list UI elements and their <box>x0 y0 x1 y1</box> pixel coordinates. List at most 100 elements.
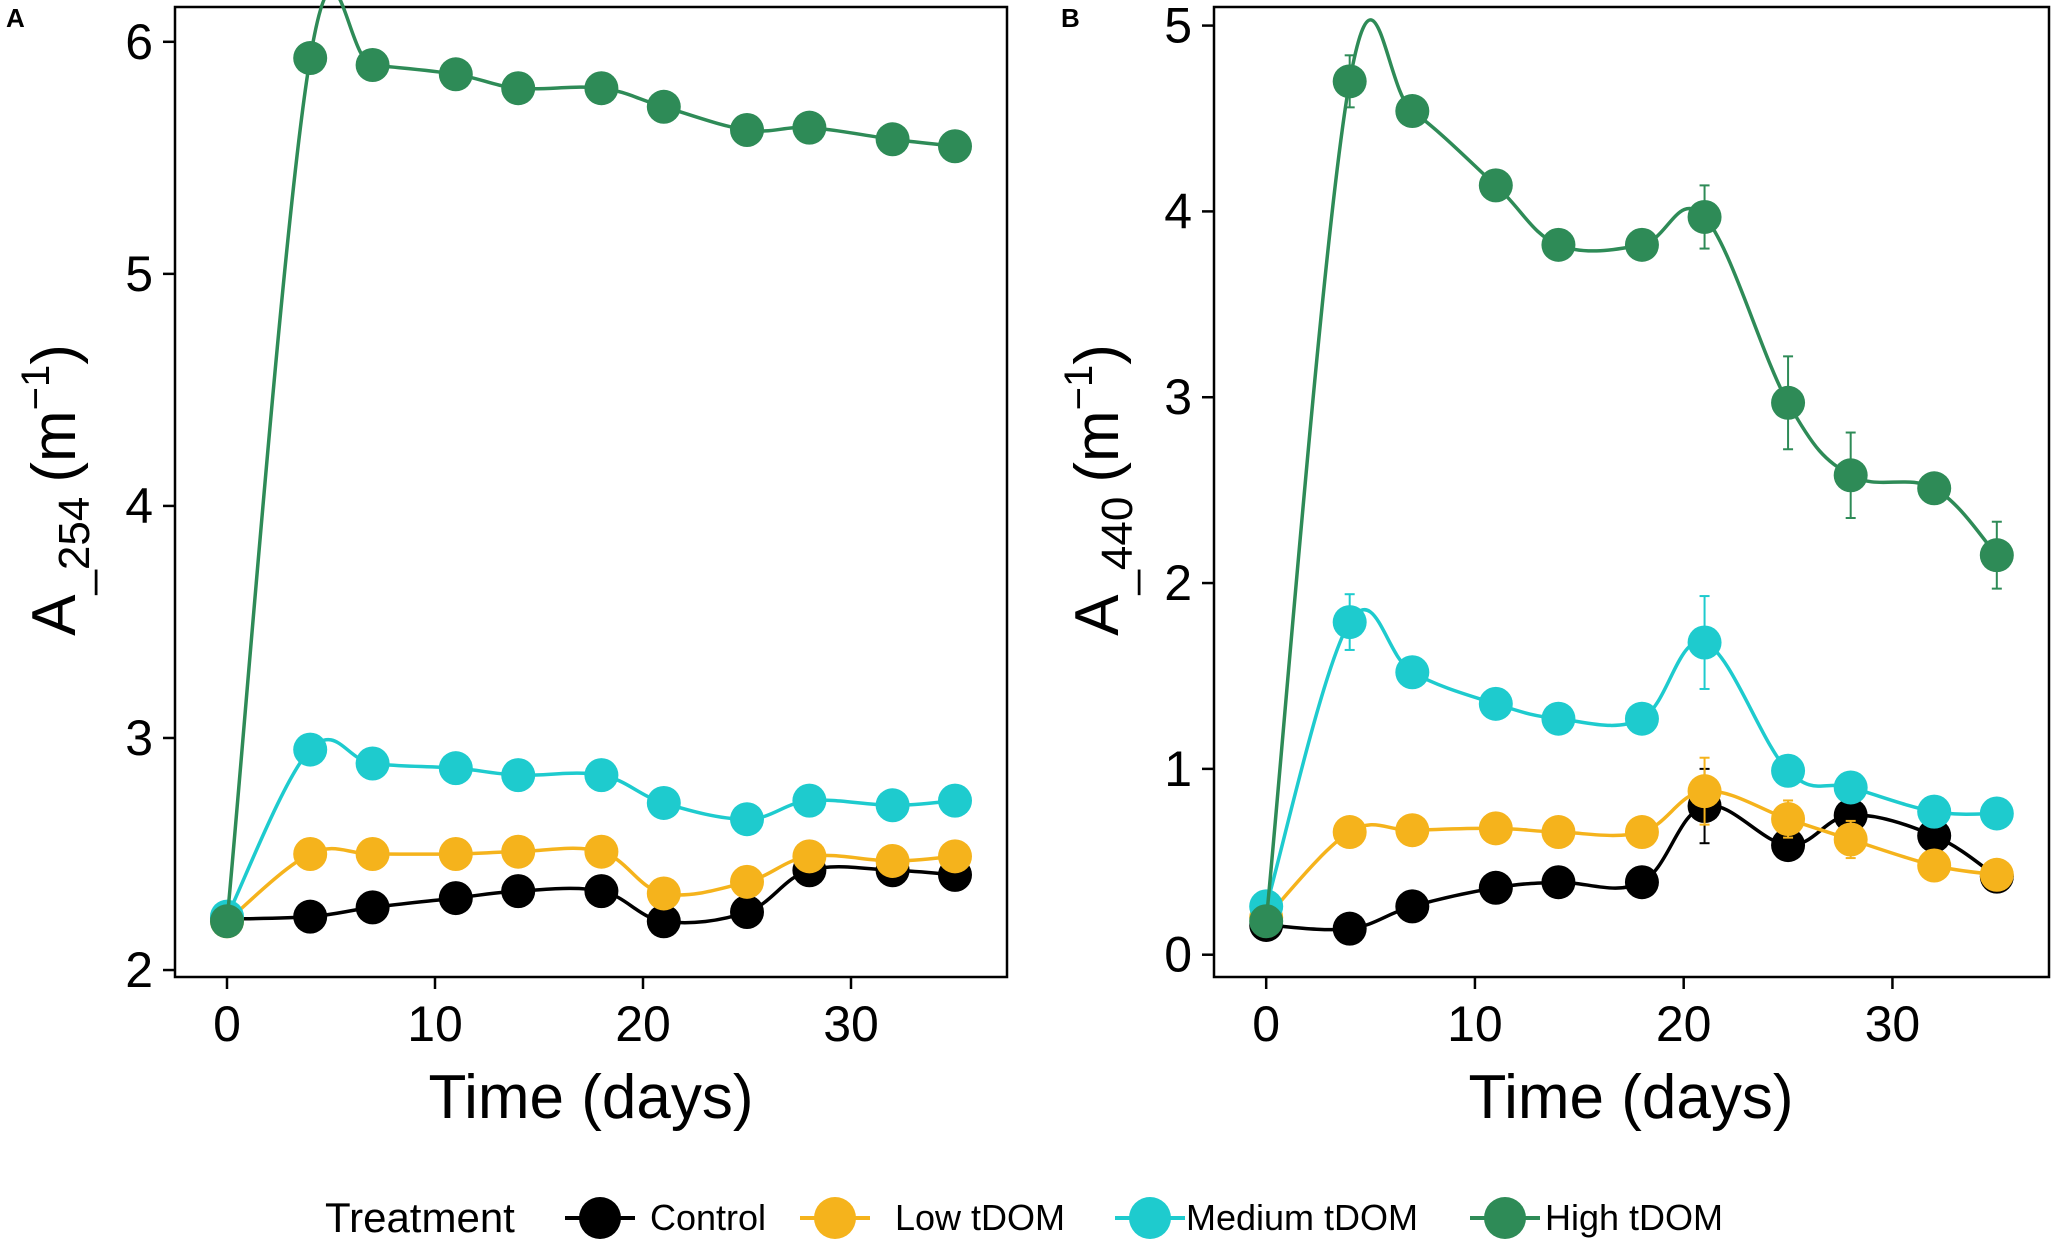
panel-b-series-medium-tdom <box>1249 593 2014 924</box>
panel-b-y-tick-label-0: 0 <box>1164 927 1192 983</box>
panel-b-point-medium-tdom <box>1395 655 1430 690</box>
panel-a-y-tick-label-2: 2 <box>125 942 153 998</box>
panel-b-axes: 0 1 2 3 4 5 0 10 20 30 <box>1164 0 1920 1052</box>
panel-a-y-title-sub: _254 <box>50 497 99 596</box>
legend-label-low-tdom: Low tDOM <box>895 1197 1065 1238</box>
panel-a-series-high-tdom <box>210 0 972 939</box>
panel-b-point-high-tdom <box>1979 538 2014 573</box>
legend-item-medium-tdom: Medium tDOM <box>1115 1197 1418 1239</box>
panel-b-point-control <box>1771 828 1806 863</box>
panel-b-y-tick-label-5: 5 <box>1164 0 1192 54</box>
panel-b-point-low-tdom <box>1332 815 1367 850</box>
panel-a-point-low-tdom <box>875 843 910 878</box>
panel-b-y-title-main: A <box>1063 594 1132 636</box>
panel-a-x-tick-label-0: 0 <box>213 996 241 1052</box>
panel-b-point-medium-tdom <box>1833 770 1868 805</box>
panel-a-y-axis-title: A_254 (m−1) <box>14 344 99 636</box>
panel-a-point-high-tdom <box>293 41 328 76</box>
panel-a-y-tick-label-6: 6 <box>125 14 153 70</box>
legend-key-marker-medium-tdom <box>1129 1197 1171 1239</box>
panel-b-point-control <box>1395 889 1430 924</box>
panel-a-point-high-tdom <box>501 71 536 106</box>
panel-b-letter: B <box>1061 3 1080 33</box>
panel-a-point-low-tdom <box>646 876 681 911</box>
panel-a-y-tick-label-5: 5 <box>125 246 153 302</box>
panel-b-y-title-unit: (m <box>1063 410 1132 482</box>
panel-a-point-high-tdom <box>730 112 764 147</box>
panel-b-y-tick-label-2: 2 <box>1164 555 1192 611</box>
panel-b-x-tick-label-10: 10 <box>1447 996 1503 1052</box>
panel-b-point-control <box>1541 865 1576 900</box>
legend-key-marker-low-tdom <box>814 1197 856 1239</box>
panel-b-point-control <box>1478 870 1513 905</box>
panel-b-y-tick-label-1: 1 <box>1164 741 1192 797</box>
panel-b-point-medium-tdom <box>1917 794 1952 829</box>
panel-b-point-high-tdom <box>1917 471 1952 506</box>
panel-a-point-medium-tdom <box>730 802 764 837</box>
panel-a-point-medium-tdom <box>792 783 827 818</box>
panel-a-point-low-tdom <box>501 834 536 869</box>
panel-a-plot-area <box>173 5 1009 979</box>
panel-a-y-title-unit: (m <box>20 410 89 482</box>
panel-a-y-title-sup: −1 <box>14 365 58 411</box>
panel-a-y-tick-label-3: 3 <box>125 710 153 766</box>
panel-b-point-control <box>1917 818 1952 853</box>
legend-item-control: Control <box>565 1197 766 1239</box>
panel-b-point-low-tdom <box>1979 857 2014 892</box>
panel-a-point-low-tdom <box>938 839 972 874</box>
panel-b-point-low-tdom <box>1917 848 1952 883</box>
panel-a-x-tick-label-20: 20 <box>615 996 671 1052</box>
panel-b-point-high-tdom <box>1332 64 1367 99</box>
panel-b-y-tick-label-3: 3 <box>1164 369 1192 425</box>
panel-b-point-high-tdom <box>1478 168 1513 203</box>
panel-a-point-high-tdom <box>938 129 972 164</box>
panel-b-x-tick-label-30: 30 <box>1865 996 1921 1052</box>
panel-a-point-high-tdom <box>438 57 473 92</box>
panel-b-point-medium-tdom <box>1624 701 1659 736</box>
panel-b-point-high-tdom <box>1833 458 1868 493</box>
panel-a-x-tick-label-30: 30 <box>823 996 879 1052</box>
legend-label-high-tdom: High tDOM <box>1545 1197 1723 1238</box>
panel-a-point-high-tdom <box>792 110 827 145</box>
panel-b-x-tick-label-0: 0 <box>1252 996 1280 1052</box>
panel-b-y-title-sup: −1 <box>1057 365 1101 411</box>
panel-a-y-title-close: ) <box>20 344 89 365</box>
panel-a-point-medium-tdom <box>293 732 328 767</box>
panel-a-axes: 2 3 4 5 6 0 10 20 30 <box>125 14 879 1052</box>
legend-key-marker-control <box>579 1197 621 1239</box>
panel-b-series-high-tdom <box>1249 18 2014 939</box>
panel-b-point-low-tdom <box>1833 822 1868 857</box>
panel-a-point-control <box>293 899 328 934</box>
panel-a-point-control <box>646 904 681 939</box>
panel-b-y-tick-label-4: 4 <box>1164 183 1192 239</box>
legend-label-control: Control <box>650 1197 766 1238</box>
panel-b-point-high-tdom <box>1687 199 1722 234</box>
panel-b-point-low-tdom <box>1478 811 1513 846</box>
panel-a-point-medium-tdom <box>938 783 972 818</box>
panel-a-point-control <box>438 881 473 916</box>
panel-b-point-high-tdom <box>1249 904 1284 939</box>
panel-b-point-high-tdom <box>1541 227 1576 262</box>
panel-b-point-high-tdom <box>1624 227 1659 262</box>
panel-b-point-low-tdom <box>1771 802 1806 837</box>
panel-b-point-medium-tdom <box>1979 796 2014 831</box>
panel-b-point-medium-tdom <box>1478 686 1513 721</box>
panel-a-point-high-tdom <box>875 122 910 157</box>
legend-key-marker-high-tdom <box>1484 1197 1526 1239</box>
panel-a-point-medium-tdom <box>875 788 910 823</box>
panel-b-series <box>1249 18 2014 946</box>
panel-a-point-low-tdom <box>355 837 390 872</box>
panel-b-point-medium-tdom <box>1332 605 1367 640</box>
panel-b-point-high-tdom <box>1395 94 1430 129</box>
panel-a-y-tick-label-4: 4 <box>125 478 153 534</box>
legend-item-low-tdom: Low tDOM <box>800 1197 1065 1239</box>
panel-a-x-tick-label-10: 10 <box>407 996 463 1052</box>
panel-a-point-control <box>730 895 764 930</box>
panel-a-point-high-tdom <box>355 48 390 83</box>
panel-a-point-low-tdom <box>792 839 827 874</box>
panel-b-point-control <box>1624 865 1659 900</box>
panel-b-point-high-tdom <box>1771 385 1806 420</box>
panel-b-x-tick-label-20: 20 <box>1656 996 1712 1052</box>
